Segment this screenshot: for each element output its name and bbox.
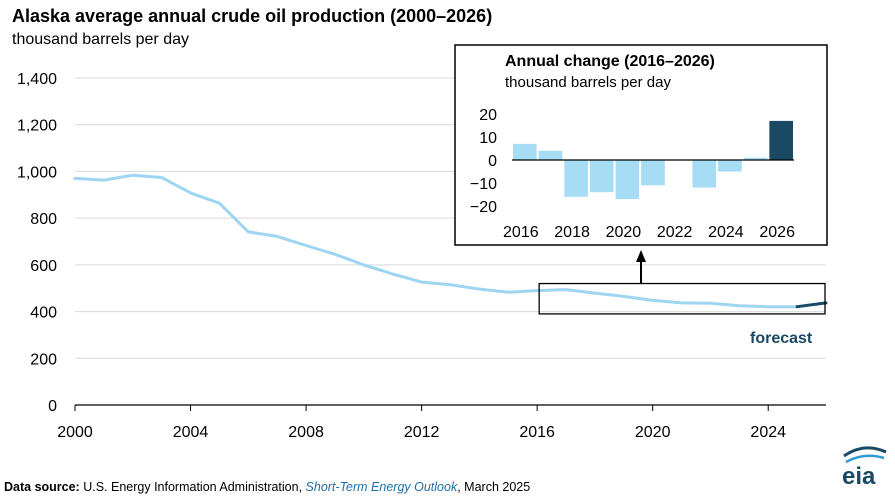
inset-y-tick-label: −10 — [470, 176, 497, 193]
inset-subtitle: thousand barrels per day — [505, 74, 671, 91]
highlight-rectangle — [538, 282, 826, 315]
inset-x-tick-label: 2024 — [708, 224, 744, 241]
y-tick-label: 400 — [30, 305, 57, 322]
inset-bar — [538, 150, 563, 160]
history-line — [73, 173, 799, 309]
inset-bar — [718, 160, 742, 172]
inset-bar — [513, 143, 537, 160]
axes — [74, 404, 826, 411]
inset-y-tick-label: 0 — [488, 153, 497, 170]
inset-bar — [615, 160, 640, 200]
data-source-note: Data source: U.S. Energy Information Adm… — [4, 480, 530, 494]
inset-x-tick-label: 2022 — [657, 224, 693, 241]
inset-bar — [769, 120, 793, 160]
source-publication-link[interactable]: Short-Term Energy Outlook — [305, 480, 458, 494]
inset-bar — [641, 160, 665, 186]
chart-title: Alaska average annual crude oil producti… — [12, 6, 493, 26]
inset-bar-chart: Annual change (2016–2026) thousand barre… — [454, 44, 828, 246]
callout-arrow-head — [636, 250, 646, 262]
inset-y-tick-label: −20 — [470, 199, 497, 216]
series-lines — [73, 173, 828, 309]
x-tick-label: 2008 — [288, 424, 324, 441]
y-axis-tick-labels: 0 200 400 600 800 1,000 1,200 1,400 — [17, 71, 57, 415]
inset-bar — [692, 160, 717, 188]
inset-y-tick-label: 20 — [479, 107, 497, 124]
logo-arc-top — [843, 446, 887, 458]
x-tick-label: 2016 — [519, 424, 555, 441]
forecast-line — [795, 301, 828, 309]
y-tick-label: 1,200 — [17, 118, 57, 135]
inset-x-tick-label: 2018 — [554, 224, 590, 241]
inset-x-tick-label: 2020 — [606, 224, 642, 241]
logo-arc-bottom — [845, 454, 885, 464]
inset-x-tick-label: 2016 — [503, 224, 539, 241]
y-tick-label: 200 — [30, 351, 57, 368]
forecast-label: forecast — [750, 330, 813, 347]
logo-text: eia — [842, 463, 876, 488]
source-label: Data source: — [4, 480, 80, 494]
highlight-box — [538, 250, 826, 315]
eia-logo: eia — [842, 446, 887, 488]
y-tick-label: 800 — [30, 211, 57, 228]
x-tick-label: 2012 — [404, 424, 440, 441]
inset-title: Annual change (2016–2026) — [505, 53, 715, 70]
y-tick-label: 1,000 — [17, 164, 57, 181]
inset-y-tick-label: 10 — [479, 130, 497, 147]
inset-bar — [564, 160, 588, 197]
y-tick-label: 600 — [30, 258, 57, 275]
inset-x-tick-label: 2026 — [759, 224, 795, 241]
y-tick-label: 0 — [48, 398, 57, 415]
inset-bar — [743, 157, 768, 160]
chart-subtitle: thousand barrels per day — [12, 31, 189, 48]
source-date: , March 2025 — [457, 480, 531, 494]
y-tick-label: 1,400 — [17, 71, 57, 88]
x-tick-label: 2020 — [635, 424, 671, 441]
x-tick-label: 2024 — [750, 424, 786, 441]
source-org: U.S. Energy Information Administration, — [79, 480, 306, 494]
x-axis-tick-labels: 2000 2004 2008 2012 2016 2020 2024 — [57, 424, 786, 441]
inset-bar — [589, 160, 614, 193]
x-tick-label: 2004 — [173, 424, 209, 441]
x-tick-label: 2000 — [57, 424, 93, 441]
